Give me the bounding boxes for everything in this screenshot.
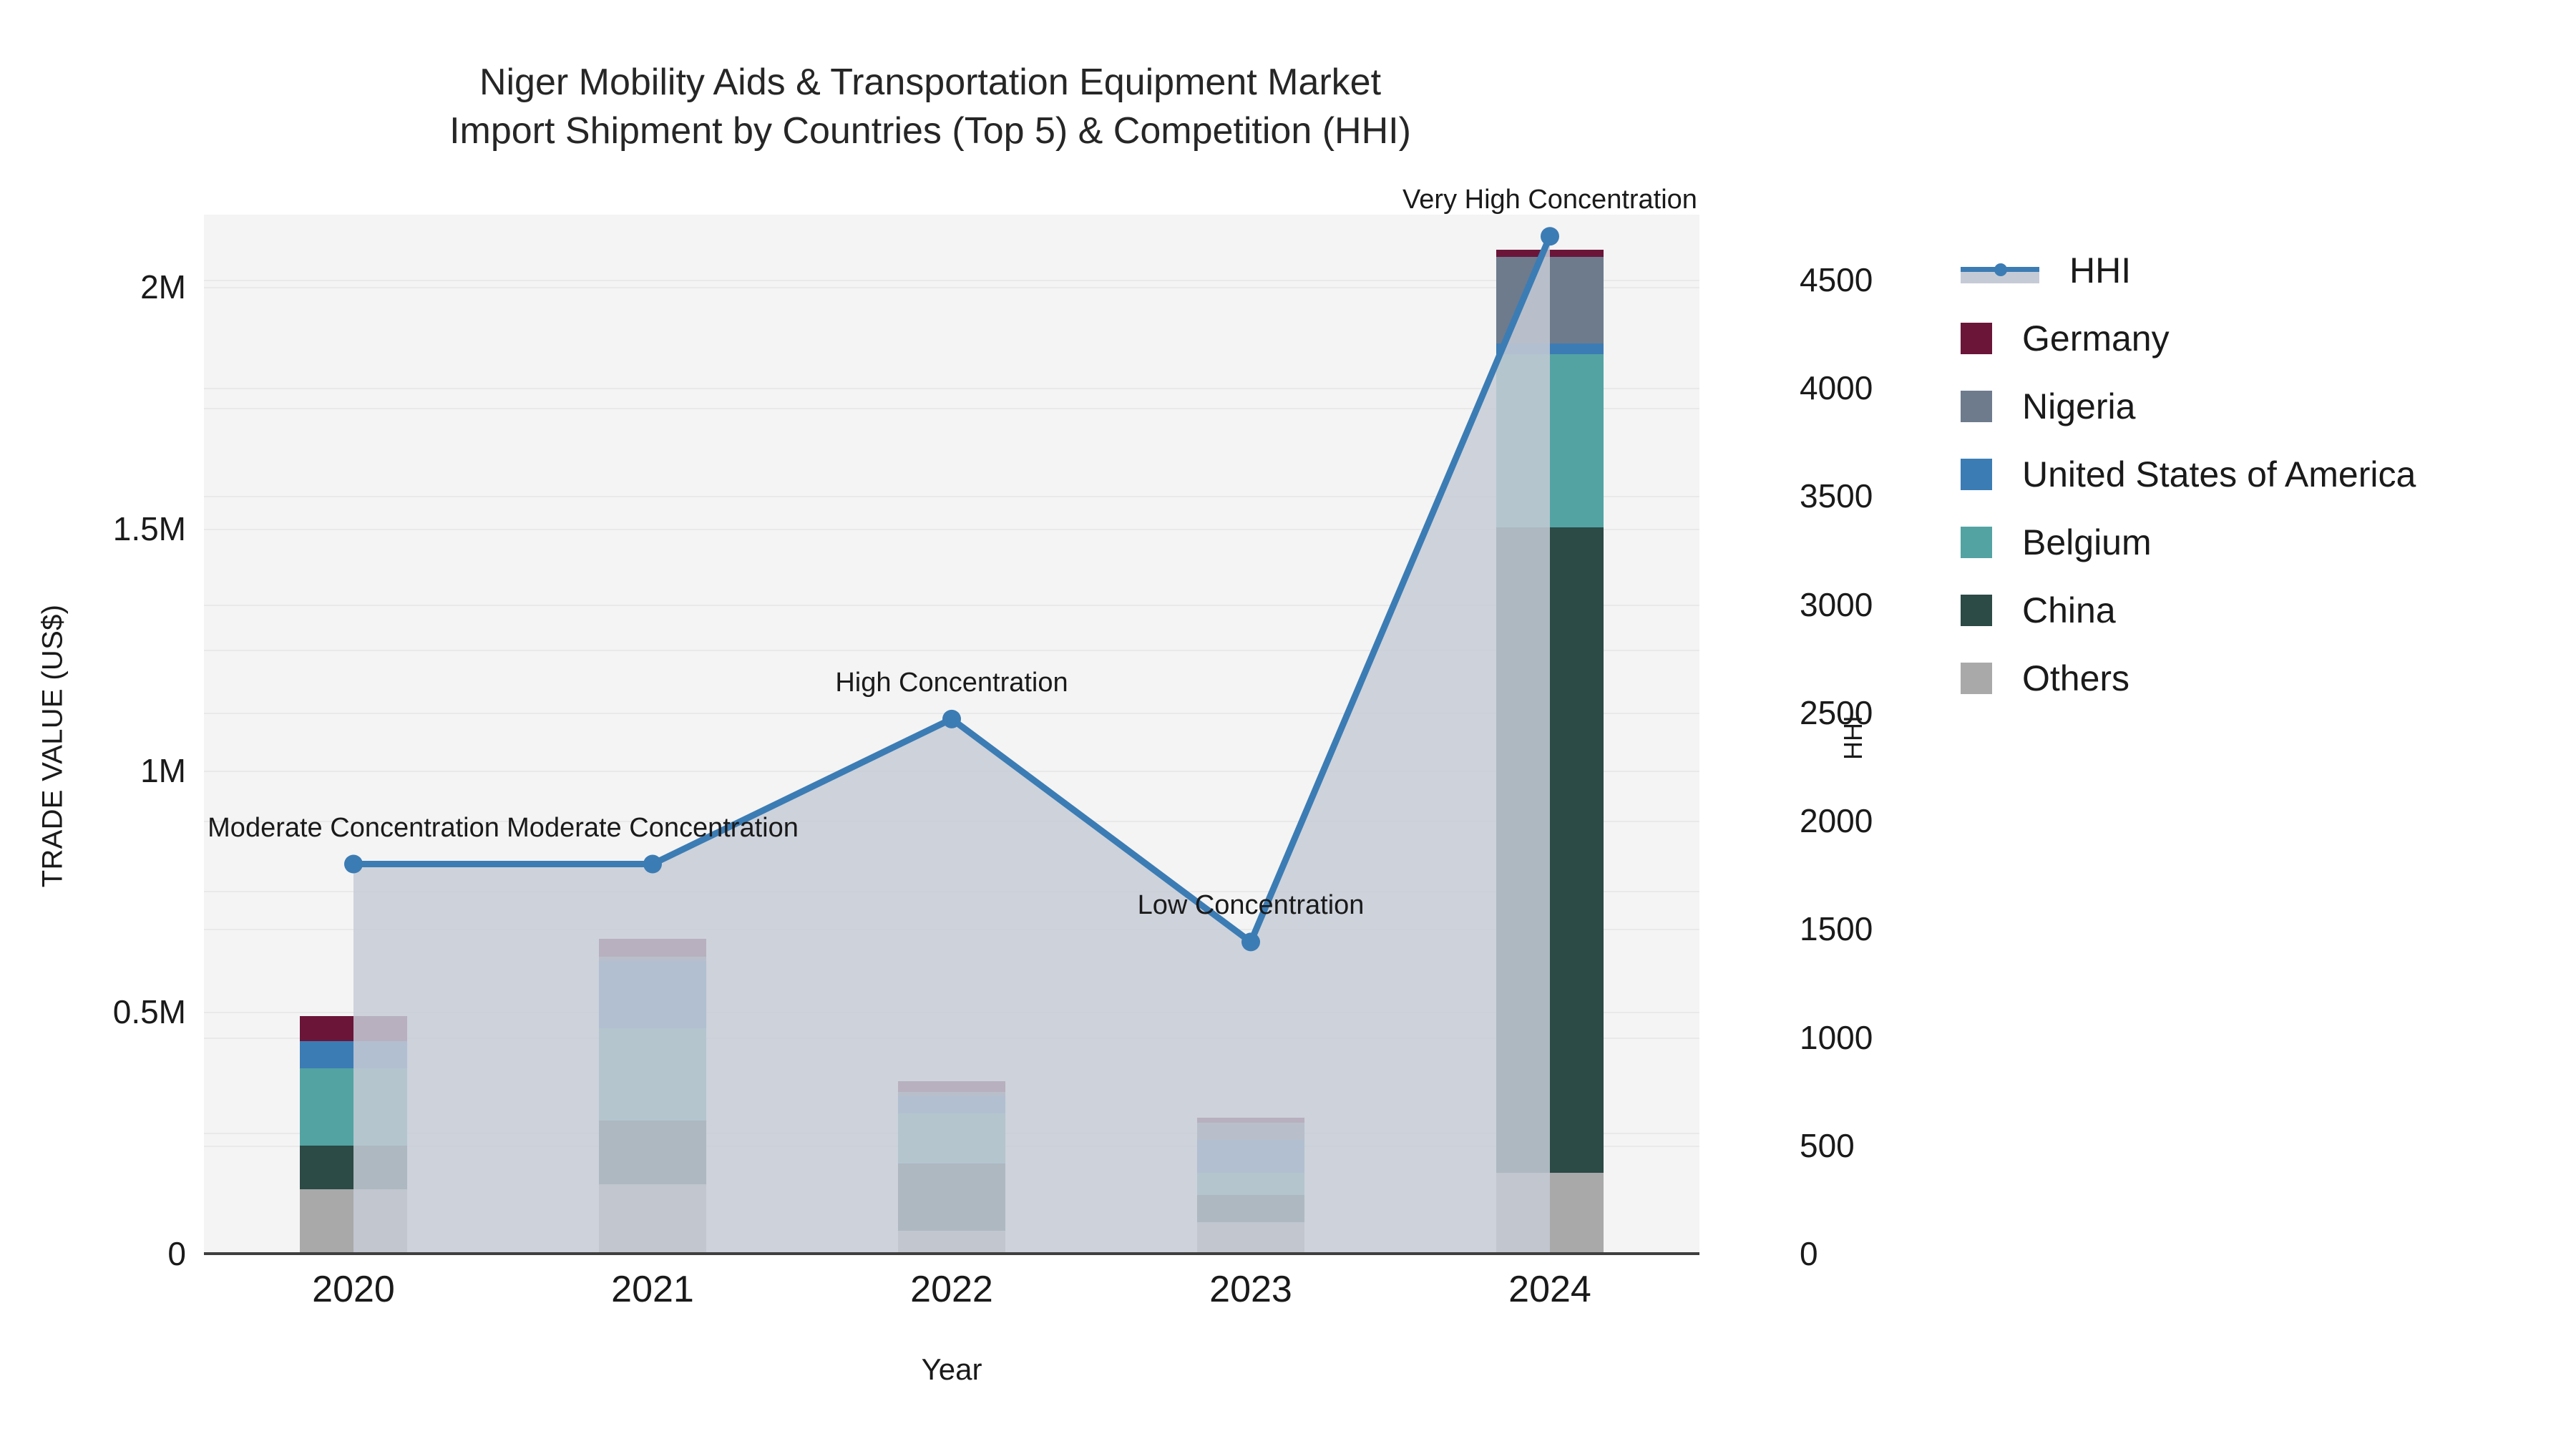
legend-item[interactable]: HHI (1961, 236, 2562, 304)
y-axis-right-tick-label: 500 (1800, 1126, 1855, 1164)
legend-item[interactable]: China (1961, 576, 2562, 644)
legend-swatch-icon (1961, 322, 1992, 354)
x-axis-tick-label: 2021 (611, 1269, 694, 1310)
hhi-marker[interactable] (344, 854, 363, 874)
legend-line-marker-icon (1961, 255, 2039, 286)
legend-swatch-icon (1961, 390, 1992, 422)
x-axis-tick-label: 2024 (1508, 1269, 1591, 1310)
concentration-label: Moderate Concentration (208, 812, 499, 843)
y-axis-right-tick-label: 4000 (1800, 369, 1873, 406)
legend-item[interactable]: United States of America (1961, 440, 2562, 508)
legend-swatch-icon (1961, 594, 1992, 626)
gridline (204, 287, 1699, 289)
y-axis-right-tick-label: 1500 (1800, 910, 1873, 948)
hhi-area-fill (353, 236, 1550, 1254)
legend-item-label: China (2022, 590, 2116, 630)
concentration-label: Moderate Concentration (507, 812, 799, 843)
hhi-markers (344, 227, 1559, 952)
legend-item-label: Belgium (2022, 522, 2152, 562)
legend-item[interactable]: Germany (1961, 304, 2562, 372)
y-axis-right-title: HHI (1838, 716, 1868, 760)
hhi-overlay (344, 227, 1559, 1254)
plot-area (204, 215, 1699, 1255)
legend-item-label: United States of America (2022, 454, 2416, 494)
y-axis-right-tick-label: 0 (1800, 1235, 1818, 1272)
gridline (204, 279, 1699, 281)
y-axis-left-tick-label: 0 (167, 1235, 186, 1272)
gridline (204, 528, 1699, 530)
y-axis-right-tick-label: 3500 (1800, 477, 1873, 515)
y-axis-right-tick-label: 4500 (1800, 260, 1873, 298)
y-axis-left-tick-label: 0.5M (112, 993, 186, 1031)
hhi-marker[interactable] (1541, 227, 1559, 246)
y-axis-left-tick-label: 1M (140, 751, 186, 789)
chart-title-line-2: Import Shipment by Countries (Top 5) & C… (449, 109, 1411, 152)
legend-item[interactable]: Belgium (1961, 508, 2562, 576)
x-axis-title: Year (921, 1352, 982, 1386)
legend-swatch-icon (1961, 458, 1992, 490)
legend-item-label: Germany (2022, 318, 2170, 358)
y-axis-left-tick-label: 2M (140, 268, 186, 306)
legend-item-label: Nigeria (2022, 386, 2136, 426)
y-axis-right-tick-label: 1000 (1800, 1018, 1873, 1056)
gridline (204, 388, 1699, 389)
legend-swatch-icon (1961, 526, 1992, 558)
chart-title-line-1: Niger Mobility Aids & Transportation Equ… (479, 62, 1382, 103)
gridline (204, 408, 1699, 410)
x-axis-tick-label: 2020 (312, 1269, 395, 1310)
legend-item[interactable]: Nigeria (1961, 372, 2562, 440)
gridline (204, 496, 1699, 498)
x-axis-tick-label: 2022 (910, 1269, 993, 1310)
y-axis-right-tick-label: 2000 (1800, 802, 1873, 839)
legend: HHI Germany Nigeria United States of Americ… (1961, 236, 2562, 712)
concentration-label: Low Concentration (1137, 890, 1365, 921)
legend-item[interactable]: Others (1961, 644, 2562, 712)
hhi-marker[interactable] (942, 709, 961, 728)
legend-swatch-icon (1961, 662, 1992, 694)
gridline (204, 604, 1699, 606)
x-axis-tick-label: 2023 (1209, 1269, 1292, 1310)
y-axis-left-tick-label: 1.5M (112, 509, 186, 547)
y-axis-left-title: TRADE VALUE (US$) (36, 604, 69, 888)
legend-item-label: Others (2022, 658, 2130, 698)
y-axis-right-tick-label: 2500 (1800, 693, 1873, 731)
hhi-marker[interactable] (1241, 932, 1260, 952)
chart-title: Niger Mobility Aids & Transportation Equ… (0, 59, 1860, 155)
legend-item-label: HHI (2069, 250, 2132, 291)
y-axis-right-tick-label: 3000 (1800, 585, 1873, 623)
hhi-marker[interactable] (643, 854, 662, 874)
concentration-label: Very High Concentration (1402, 185, 1697, 215)
concentration-label: High Concentration (835, 667, 1068, 698)
gridline (204, 649, 1699, 651)
x-axis-baseline (204, 1252, 1699, 1255)
